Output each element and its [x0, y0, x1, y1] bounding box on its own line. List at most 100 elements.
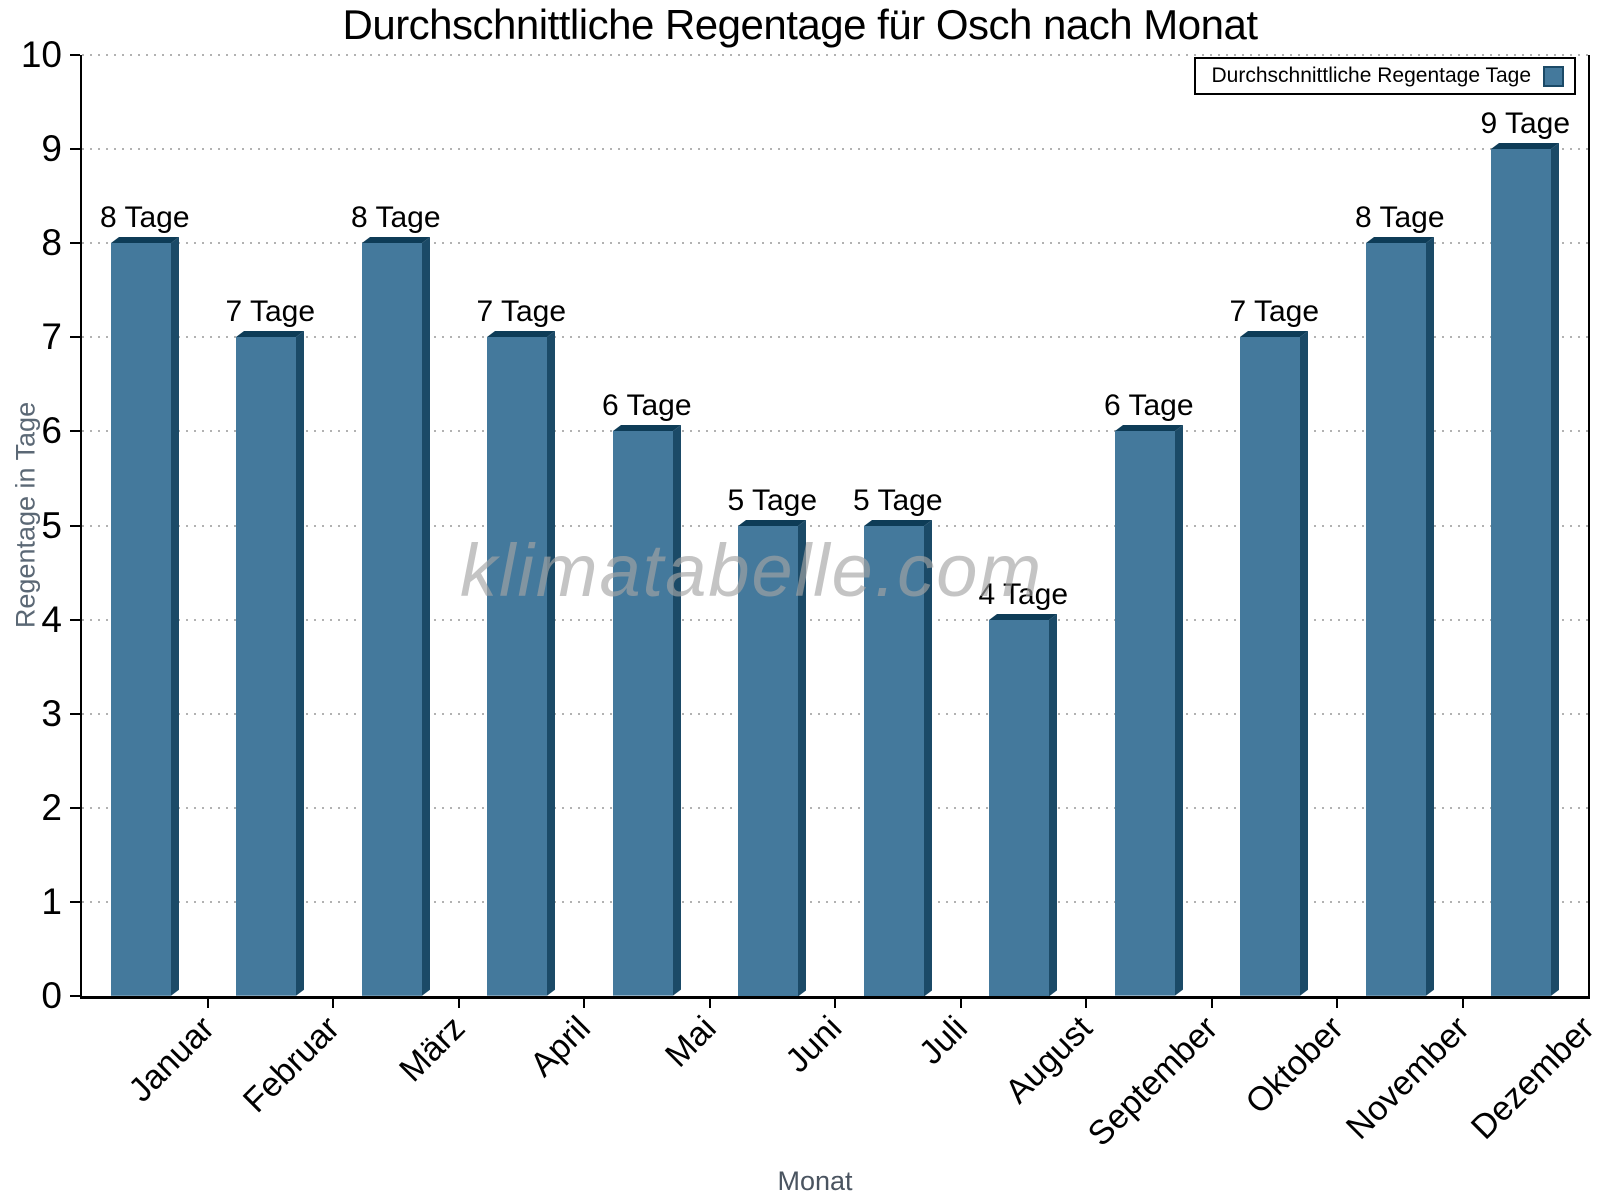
y-tick-mark: [70, 336, 80, 339]
y-tick-mark: [70, 900, 80, 903]
bar-top-face: [487, 331, 556, 338]
gridline: [82, 242, 1588, 245]
x-tick-mark: [332, 996, 334, 1008]
x-axis-title: Monat: [777, 1166, 853, 1196]
bar-front-face: [361, 243, 422, 996]
bar-side-face: [672, 425, 681, 996]
bar-top-face: [236, 331, 305, 338]
y-tick-mark: [70, 995, 80, 997]
y-tick-label: 10: [20, 34, 62, 75]
bar: [1365, 237, 1434, 996]
x-tick-mark: [1085, 996, 1087, 1008]
bar-top-face: [989, 613, 1058, 620]
x-category-label: Februar: [236, 1009, 348, 1121]
bar-side-face: [170, 237, 179, 996]
watermark: klimatabelle.com: [460, 529, 1044, 612]
bar-front-face: [1491, 149, 1552, 996]
bar-front-face: [110, 243, 171, 996]
y-tick-label: 9: [41, 128, 62, 170]
bar-value-label: 6 Tage: [601, 389, 692, 423]
bar-top-face: [1491, 143, 1560, 150]
bar-top-face: [863, 519, 932, 526]
bar-front-face: [1114, 431, 1175, 996]
bar-value-label: 8 Tage: [99, 201, 190, 235]
x-tick-mark: [1210, 996, 1213, 1008]
bar: [487, 331, 556, 996]
gridline: [82, 148, 1588, 151]
x-category-label: Dezember: [1464, 1009, 1600, 1147]
y-tick-label: 5: [41, 504, 62, 546]
x-tick-mark: [583, 996, 585, 1008]
bar-side-face: [296, 331, 305, 996]
x-category-label: Januar: [121, 1009, 222, 1110]
bar: [110, 237, 179, 996]
bar-top-face: [110, 237, 179, 244]
gridline: [82, 336, 1588, 339]
bar: [1114, 425, 1183, 996]
x-category-label: Oktober: [1238, 1009, 1352, 1122]
y-tick-label: 7: [41, 316, 62, 358]
bar-front-face: [236, 337, 297, 996]
bar-side-face: [1425, 237, 1434, 996]
bar-side-face: [421, 237, 430, 996]
x-tick-mark: [457, 996, 460, 1008]
bar-front-face: [1240, 337, 1301, 996]
bar: [989, 613, 1058, 996]
x-category-label: April: [523, 1009, 599, 1084]
legend-swatch-icon: [1543, 65, 1564, 87]
x-category-label: November: [1338, 1009, 1477, 1147]
y-tick-label: 8: [41, 222, 62, 264]
bar-top-face: [612, 425, 681, 432]
y-tick-label: 4: [41, 598, 62, 640]
x-category-label: Juni: [778, 1009, 850, 1080]
gridline: [82, 806, 1588, 809]
bar-value-label: 7 Tage: [476, 295, 567, 329]
y-tick-mark: [70, 148, 80, 151]
gridline: [82, 900, 1588, 903]
x-category-label: Mai: [658, 1009, 724, 1075]
bar: [1240, 331, 1309, 996]
bar-side-face: [547, 331, 556, 996]
bar-front-face: [612, 431, 673, 996]
bar-side-face: [1049, 613, 1058, 996]
bar-side-face: [923, 519, 932, 996]
bar-top-face: [1365, 237, 1434, 244]
bar-front-face: [738, 525, 799, 996]
bar-top-face: [361, 237, 430, 244]
x-category-label: März: [392, 1009, 473, 1090]
y-tick-label: 1: [41, 880, 62, 922]
y-tick-label: 0: [41, 975, 62, 1016]
y-tick-mark: [70, 806, 80, 809]
legend-label: Durchschnittliche Regentage Tage: [1211, 64, 1531, 87]
bar-side-face: [1551, 143, 1560, 996]
x-category-label: Juli: [911, 1009, 975, 1072]
chart-title: Durchschnittliche Regentage für Osch nac…: [342, 1, 1259, 48]
plot-area: 0 1 2 3 4 5 6 7 8 9 10 8 Tage Januar 7 Tage Februar 8 T…: [21, 36, 1600, 1154]
x-tick-mark: [1336, 996, 1338, 1008]
y-tick-mark: [70, 242, 80, 245]
bar-front-face: [863, 525, 924, 996]
gridline: [82, 618, 1588, 621]
bar-value-label: 9 Tage: [1480, 107, 1571, 141]
gridline: [82, 54, 1588, 56]
bar-value-label: 5 Tage: [727, 483, 818, 517]
bar-side-face: [1174, 425, 1183, 996]
y-tick-label: 3: [41, 692, 62, 734]
bar: [612, 425, 681, 996]
y-tick-mark: [70, 618, 80, 621]
bar-front-face: [989, 619, 1050, 996]
bar: [738, 519, 807, 996]
y-tick-mark: [70, 712, 80, 715]
bar-value-label: 4 Tage: [978, 577, 1069, 611]
bar-value-label: 8 Tage: [1354, 201, 1445, 235]
x-tick-mark: [206, 996, 209, 1008]
bar-value-label: 7 Tage: [1229, 295, 1320, 329]
y-axis-title: Regentage in Tage: [10, 401, 41, 629]
y-tick-mark: [70, 54, 80, 56]
bar-side-face: [1300, 331, 1309, 996]
y-tick-label: 2: [41, 786, 62, 828]
bar-top-face: [738, 519, 807, 526]
x-tick-mark: [708, 996, 711, 1008]
bar-top-face: [1240, 331, 1309, 338]
